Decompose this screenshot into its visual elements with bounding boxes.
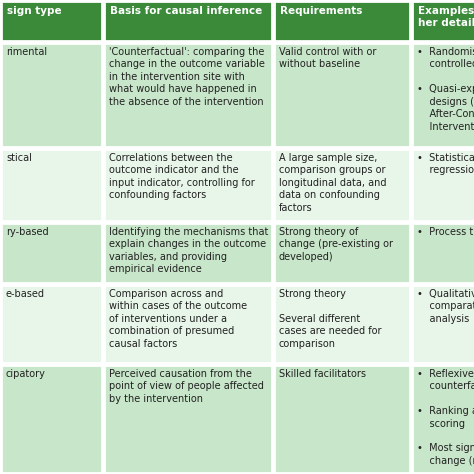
Bar (104, 285, 272, 363)
Text: •  Reflexive
    counterfactual

•  Ranking and
    scoring

•  Most significant: • Reflexive counterfactual • Ranking and… (417, 369, 474, 466)
Text: Strong theory of
change (pre-existing or
developed): Strong theory of change (pre-existing or… (279, 227, 393, 262)
Bar (274, 149, 410, 221)
Text: Identifying the mechanisms that
explain changes in the outcome
variables, and pr: Identifying the mechanisms that explain … (109, 227, 268, 274)
Text: •  Process tracing: • Process tracing (417, 227, 474, 237)
Bar (274, 285, 410, 363)
Bar (1, 223, 102, 283)
Text: Correlations between the
outcome indicator and the
input indicator, controlling : Correlations between the outcome indicat… (109, 153, 255, 200)
Bar (274, 1, 410, 41)
Text: •  Statistical
    regressions: • Statistical regressions (417, 153, 474, 175)
Bar (1, 149, 102, 221)
Text: Strong theory

Several different
cases are needed for
comparison: Strong theory Several different cases ar… (279, 289, 382, 348)
Bar (1, 1, 102, 41)
Bar (274, 223, 410, 283)
Bar (274, 43, 410, 147)
Bar (274, 365, 410, 473)
Text: ry-based: ry-based (6, 227, 49, 237)
Bar (104, 43, 272, 147)
Bar (412, 1, 474, 41)
Bar (104, 365, 272, 473)
Bar (412, 285, 474, 363)
Text: stical: stical (6, 153, 32, 163)
Text: •  Qualitative
    comparative
    analysis: • Qualitative comparative analysis (417, 289, 474, 324)
Bar (412, 149, 474, 221)
Text: Basis for causal inference: Basis for causal inference (110, 6, 262, 16)
Text: A large sample size,
comparison groups or
longitudinal data, and
data on confoun: A large sample size, comparison groups o… (279, 153, 386, 213)
Text: rimental: rimental (6, 47, 47, 57)
Bar (1, 365, 102, 473)
Text: cipatory: cipatory (6, 369, 46, 379)
Bar (104, 223, 272, 283)
Text: Skilled facilitators: Skilled facilitators (279, 369, 366, 379)
Text: 'Counterfactual': comparing the
change in the outcome variable
in the interventi: 'Counterfactual': comparing the change i… (109, 47, 265, 107)
Text: Requirements: Requirements (280, 6, 363, 16)
Text: e-based: e-based (6, 289, 45, 299)
Bar (412, 43, 474, 147)
Bar (412, 223, 474, 283)
Bar (412, 365, 474, 473)
Text: sign type: sign type (7, 6, 62, 16)
Bar (1, 43, 102, 147)
Text: •  Randomised
    controlled trials

•  Quasi-experimental
    designs (Before-
: • Randomised controlled trials • Quasi-e… (417, 47, 474, 131)
Bar (1, 285, 102, 363)
Bar (104, 149, 272, 221)
Text: Examples (furt-
her details below): Examples (furt- her details below) (418, 6, 474, 28)
Bar (104, 1, 272, 41)
Text: Comparison across and
within cases of the outcome
of interventions under a
combi: Comparison across and within cases of th… (109, 289, 247, 348)
Text: Perceived causation from the
point of view of people affected
by the interventio: Perceived causation from the point of vi… (109, 369, 264, 404)
Text: Valid control with or
without baseline: Valid control with or without baseline (279, 47, 376, 69)
